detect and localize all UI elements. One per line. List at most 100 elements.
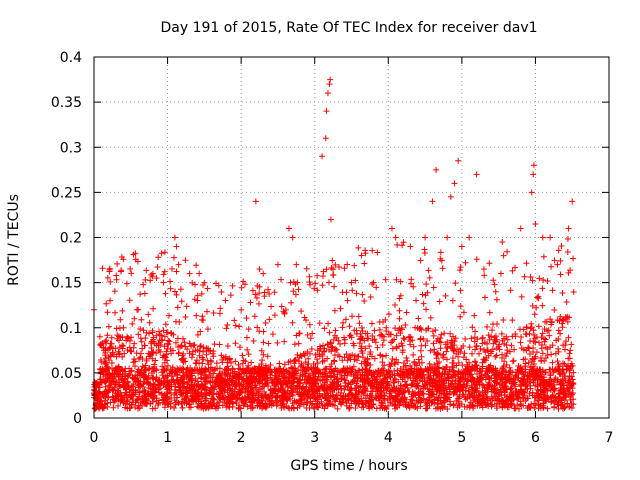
data-point: [417, 335, 424, 342]
data-point: [565, 334, 572, 341]
data-point: [358, 252, 365, 259]
data-point: [534, 381, 541, 388]
data-point: [178, 401, 185, 408]
data-point: [338, 374, 345, 381]
data-point: [297, 377, 304, 384]
data-point: [248, 359, 255, 366]
data-point: [159, 363, 166, 370]
data-point: [373, 405, 380, 412]
data-point: [104, 309, 111, 316]
data-point: [329, 344, 336, 351]
data-point: [355, 244, 362, 251]
data-point: [137, 350, 144, 357]
data-point: [179, 335, 186, 342]
data-point: [271, 312, 278, 319]
data-point: [555, 247, 562, 254]
data-point: [402, 321, 409, 328]
data-point: [436, 298, 443, 305]
data-point: [409, 381, 416, 388]
data-point: [418, 342, 425, 349]
data-point: [371, 327, 378, 334]
data-point: [294, 279, 301, 286]
data-point: [301, 314, 308, 321]
data-point: [466, 344, 473, 351]
data-point: [335, 337, 342, 344]
data-point: [418, 353, 425, 360]
data-point: [108, 340, 115, 347]
data-point: [413, 297, 420, 304]
data-point: [472, 328, 479, 335]
data-point: [539, 285, 546, 292]
data-point: [126, 297, 133, 304]
data-point: [232, 358, 239, 365]
data-point: [177, 286, 184, 293]
data-point: [131, 340, 138, 347]
data-point: [468, 384, 475, 391]
data-point: [542, 344, 549, 351]
data-point: [259, 357, 266, 364]
data-point: [302, 317, 309, 324]
data-point: [321, 345, 328, 352]
data-point: [320, 268, 327, 275]
data-point: [135, 331, 142, 338]
data-point: [457, 303, 464, 310]
data-point: [245, 351, 252, 358]
data-point: [231, 317, 238, 324]
data-point: [126, 344, 133, 351]
data-point: [518, 402, 525, 409]
data-point: [194, 292, 201, 299]
x-tick-label: 4: [384, 430, 393, 446]
data-point: [255, 388, 262, 395]
data-point: [196, 270, 203, 277]
data-point: [332, 327, 339, 334]
data-point: [167, 285, 174, 292]
y-tick-label: 0.05: [51, 366, 82, 382]
data-point: [260, 339, 267, 346]
data-point: [167, 278, 174, 285]
y-tick-label: 0.4: [60, 50, 82, 66]
data-point: [432, 327, 439, 334]
data-point: [360, 404, 367, 411]
data-point: [99, 265, 106, 272]
data-point: [255, 300, 262, 307]
data-point: [278, 276, 285, 283]
x-tick-label: 5: [457, 430, 466, 446]
data-point: [353, 290, 360, 297]
y-tick-label: 0.2: [60, 231, 82, 247]
data-point: [541, 335, 548, 342]
data-point: [319, 282, 326, 289]
data-point: [564, 318, 571, 325]
data-point: [555, 327, 562, 334]
data-point: [401, 336, 408, 343]
data-point: [539, 330, 546, 337]
data-point: [492, 353, 499, 360]
data-point: [332, 261, 339, 268]
data-point: [173, 291, 180, 298]
data-point: [182, 257, 189, 264]
data-point: [387, 363, 394, 370]
y-tick-label: 0.35: [51, 95, 82, 111]
data-point: [149, 355, 156, 362]
data-point: [182, 313, 189, 320]
data-point: [326, 279, 333, 286]
data-point: [430, 332, 437, 339]
data-point: [329, 257, 336, 264]
data-point: [302, 372, 309, 379]
data-point: [450, 390, 457, 397]
data-point: [539, 350, 546, 357]
data-point: [567, 396, 574, 403]
data-point: [564, 248, 571, 255]
data-point: [169, 373, 176, 380]
data-point: [489, 366, 496, 373]
data-point: [539, 302, 546, 309]
x-tick-label: 2: [237, 430, 246, 446]
data-points: [91, 76, 577, 412]
data-point: [391, 302, 398, 309]
data-point: [167, 346, 174, 353]
data-point: [128, 334, 135, 341]
data-point: [438, 403, 445, 410]
data-point: [143, 267, 150, 274]
data-point: [457, 313, 464, 320]
data-point: [361, 260, 368, 267]
data-point: [481, 272, 488, 279]
